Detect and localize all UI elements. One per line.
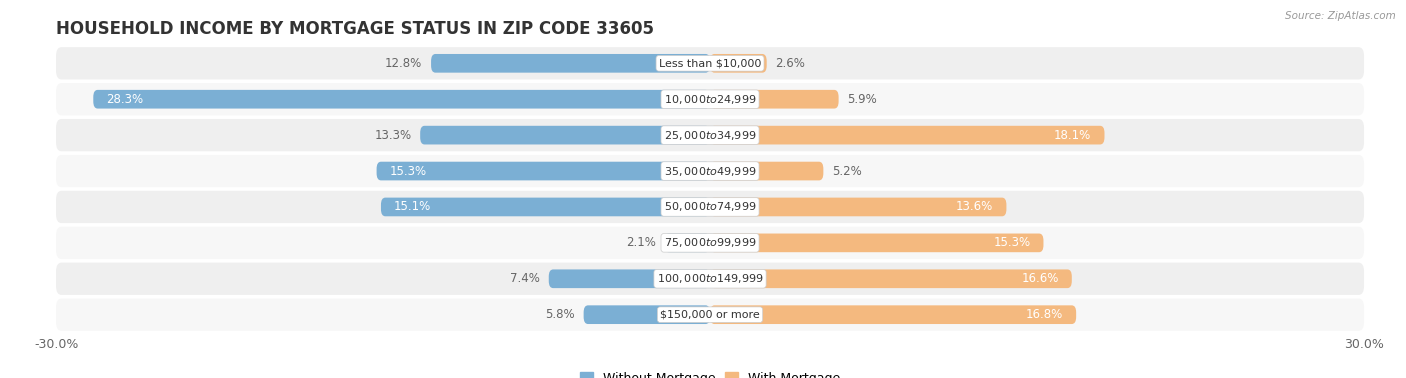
FancyBboxPatch shape	[548, 270, 710, 288]
FancyBboxPatch shape	[56, 299, 1364, 331]
Text: 2.1%: 2.1%	[626, 236, 655, 249]
Text: Source: ZipAtlas.com: Source: ZipAtlas.com	[1285, 11, 1396, 21]
Text: 15.3%: 15.3%	[993, 236, 1031, 249]
Text: 18.1%: 18.1%	[1054, 129, 1091, 142]
Text: HOUSEHOLD INCOME BY MORTGAGE STATUS IN ZIP CODE 33605: HOUSEHOLD INCOME BY MORTGAGE STATUS IN Z…	[56, 20, 654, 38]
FancyBboxPatch shape	[377, 162, 710, 180]
FancyBboxPatch shape	[710, 234, 1043, 252]
Text: 5.2%: 5.2%	[832, 164, 862, 178]
Text: 7.4%: 7.4%	[510, 272, 540, 285]
FancyBboxPatch shape	[710, 305, 1076, 324]
Text: $35,000 to $49,999: $35,000 to $49,999	[664, 164, 756, 178]
Text: $150,000 or more: $150,000 or more	[661, 310, 759, 320]
Legend: Without Mortgage, With Mortgage: Without Mortgage, With Mortgage	[575, 367, 845, 378]
Text: 2.6%: 2.6%	[776, 57, 806, 70]
Text: $10,000 to $24,999: $10,000 to $24,999	[664, 93, 756, 106]
FancyBboxPatch shape	[664, 234, 710, 252]
Text: 15.1%: 15.1%	[394, 200, 432, 214]
Text: 15.3%: 15.3%	[389, 164, 427, 178]
FancyBboxPatch shape	[93, 90, 710, 108]
FancyBboxPatch shape	[583, 305, 710, 324]
Text: $75,000 to $99,999: $75,000 to $99,999	[664, 236, 756, 249]
Text: $50,000 to $74,999: $50,000 to $74,999	[664, 200, 756, 214]
FancyBboxPatch shape	[56, 227, 1364, 259]
FancyBboxPatch shape	[710, 198, 1007, 216]
Text: 5.9%: 5.9%	[848, 93, 877, 106]
Text: 28.3%: 28.3%	[107, 93, 143, 106]
Text: Less than $10,000: Less than $10,000	[659, 58, 761, 68]
FancyBboxPatch shape	[56, 119, 1364, 151]
FancyBboxPatch shape	[56, 47, 1364, 79]
Text: $100,000 to $149,999: $100,000 to $149,999	[657, 272, 763, 285]
FancyBboxPatch shape	[56, 155, 1364, 187]
FancyBboxPatch shape	[56, 83, 1364, 115]
FancyBboxPatch shape	[710, 54, 766, 73]
FancyBboxPatch shape	[381, 198, 710, 216]
Text: 12.8%: 12.8%	[385, 57, 422, 70]
FancyBboxPatch shape	[56, 263, 1364, 295]
FancyBboxPatch shape	[420, 126, 710, 144]
FancyBboxPatch shape	[710, 126, 1105, 144]
Text: 16.8%: 16.8%	[1026, 308, 1063, 321]
Text: 16.6%: 16.6%	[1021, 272, 1059, 285]
Text: $25,000 to $34,999: $25,000 to $34,999	[664, 129, 756, 142]
FancyBboxPatch shape	[432, 54, 710, 73]
Text: 13.6%: 13.6%	[956, 200, 993, 214]
FancyBboxPatch shape	[56, 191, 1364, 223]
FancyBboxPatch shape	[710, 90, 838, 108]
FancyBboxPatch shape	[710, 162, 824, 180]
Text: 5.8%: 5.8%	[546, 308, 575, 321]
Text: 13.3%: 13.3%	[374, 129, 412, 142]
FancyBboxPatch shape	[710, 270, 1071, 288]
